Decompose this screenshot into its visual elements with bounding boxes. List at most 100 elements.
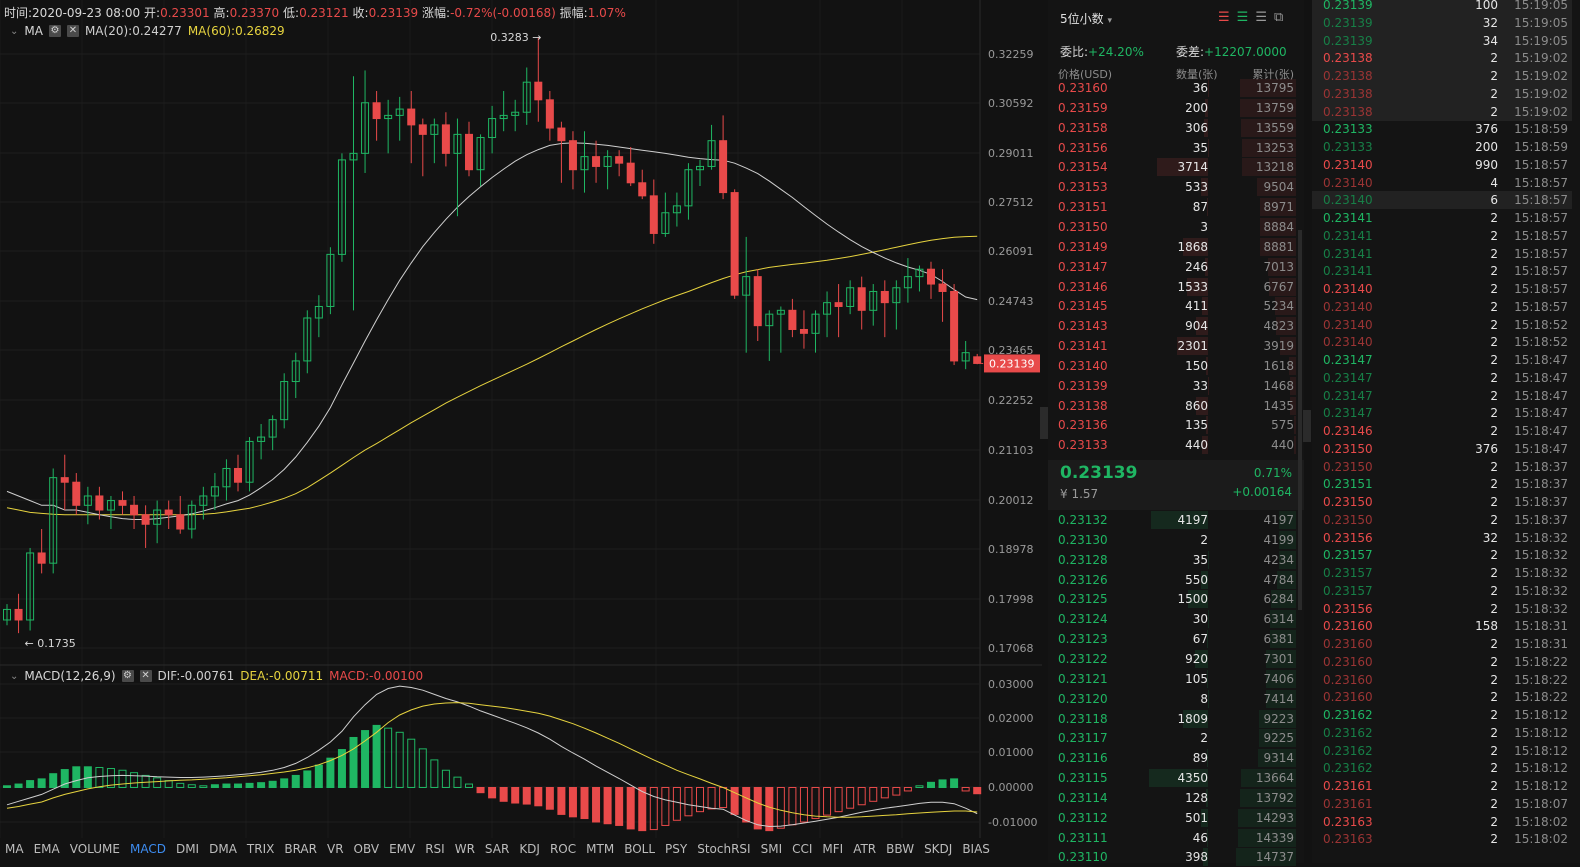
trade-time: 15:18:02 (1514, 830, 1568, 848)
kline-chart[interactable]: 0.322590.305920.290110.275120.260910.247… (0, 0, 1042, 838)
trade-price: 0.23138 (1323, 67, 1373, 85)
trade-qty: 2 (1490, 67, 1498, 85)
trade-time: 15:18:37 (1514, 475, 1568, 493)
close-icon[interactable]: ✕ (67, 25, 79, 37)
panel-collapse-handle[interactable] (1040, 407, 1048, 439)
tab-psy[interactable]: PSY (660, 842, 692, 856)
tab-ma[interactable]: MA (0, 842, 29, 856)
tab-cci[interactable]: CCI (787, 842, 817, 856)
tab-boll[interactable]: BOLL (619, 842, 660, 856)
tab-mtm[interactable]: MTM (581, 842, 619, 856)
trade-qty: 2 (1490, 333, 1498, 351)
view-asks-icon[interactable]: ☰ (1255, 10, 1267, 25)
cum-cell: 7406 (1263, 669, 1294, 689)
candle-body (593, 157, 600, 167)
macd-indicator-row: ⌄ MACD(12,26,9) ⚙ ✕ DIF:-0.00761 DEA:-0.… (10, 669, 423, 683)
tab-ema[interactable]: EMA (29, 842, 65, 856)
popout-icon[interactable]: ⧉ (1274, 10, 1283, 25)
tab-obv[interactable]: OBV (349, 842, 385, 856)
tab-trix[interactable]: TRIX (242, 842, 279, 856)
tab-emv[interactable]: EMV (384, 842, 420, 856)
tab-macd[interactable]: MACD (125, 842, 171, 856)
tab-atr[interactable]: ATR (848, 842, 881, 856)
qty-cell: 2 (1200, 530, 1208, 550)
view-both-icon[interactable]: ☰ (1218, 10, 1230, 25)
close-icon[interactable]: ✕ (140, 670, 152, 682)
commission-ratio: 委比:+24.20% (1060, 43, 1144, 60)
tab-brar[interactable]: BRAR (279, 842, 322, 856)
tab-sar[interactable]: SAR (480, 842, 514, 856)
price-tick-label: 0.30592 (988, 97, 1034, 110)
tab-dmi[interactable]: DMI (171, 842, 204, 856)
open-value: 0.23301 (160, 6, 210, 20)
tab-rsi[interactable]: RSI (420, 842, 450, 856)
tab-dma[interactable]: DMA (204, 842, 242, 856)
trade-qty: 2 (1490, 209, 1498, 227)
panel-collapse-handle[interactable] (1303, 410, 1311, 442)
trade-qty: 2 (1490, 103, 1498, 121)
qty-cell: 3 (1200, 217, 1208, 237)
collapse-chevron-icon[interactable]: ⌄ (10, 671, 18, 682)
tab-bias[interactable]: BIAS (957, 842, 995, 856)
tab-volume[interactable]: VOLUME (65, 842, 125, 856)
orderbook-scrollbar[interactable] (1298, 230, 1302, 610)
trade-time: 15:18:57 (1514, 209, 1568, 227)
cum-cell: 13559 (1256, 118, 1294, 138)
precision-select[interactable]: 5位小数 ▾ (1060, 10, 1112, 27)
view-bids-icon[interactable]: ☰ (1237, 10, 1249, 25)
settings-gear-icon[interactable]: ⚙ (49, 25, 61, 37)
collapse-chevron-icon[interactable]: ⌄ (10, 26, 18, 37)
tab-skdj[interactable]: SKDJ (919, 842, 957, 856)
settings-gear-icon[interactable]: ⚙ (122, 670, 134, 682)
tab-smi[interactable]: SMI (756, 842, 788, 856)
tab-kdj[interactable]: KDJ (514, 842, 545, 856)
tab-roc[interactable]: ROC (545, 842, 581, 856)
tab-mfi[interactable]: MFI (817, 842, 848, 856)
tab-wr[interactable]: WR (450, 842, 480, 856)
tab-stochrsi[interactable]: StochRSI (692, 842, 755, 856)
tab-bbw[interactable]: BBW (881, 842, 919, 856)
tab-vr[interactable]: VR (322, 842, 349, 856)
trade-qty: 376 (1475, 440, 1498, 458)
macd-histogram-bar (235, 784, 242, 787)
